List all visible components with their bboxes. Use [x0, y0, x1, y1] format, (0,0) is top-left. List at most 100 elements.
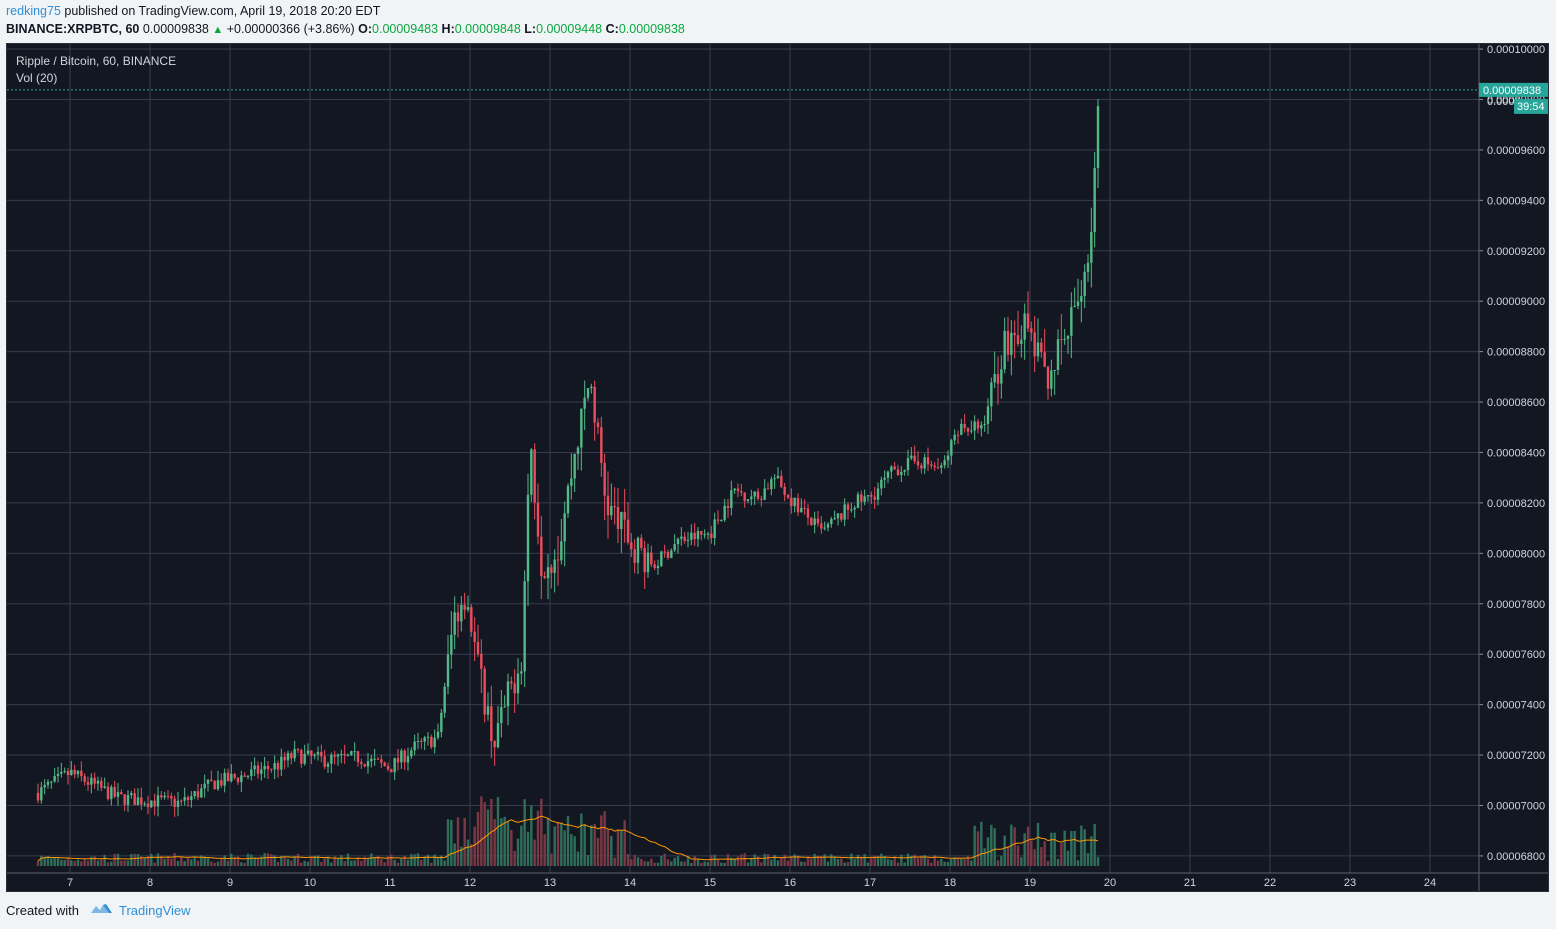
volume-bar — [943, 861, 946, 866]
volume-bar — [733, 858, 736, 866]
volume-bar — [86, 860, 90, 866]
candle-body — [890, 466, 893, 472]
volume-bar — [503, 816, 506, 866]
candle-body — [296, 749, 300, 751]
x-tick-label: 15 — [704, 877, 716, 889]
candle-body — [263, 765, 266, 770]
volume-bar — [1063, 830, 1066, 866]
tradingview-cloud-icon[interactable] — [89, 902, 113, 919]
candle-body — [623, 511, 626, 520]
candle-body — [113, 786, 116, 797]
candle-body — [190, 796, 193, 800]
volume-bar — [803, 861, 806, 866]
x-tick-label: 10 — [304, 877, 316, 889]
publish-line: redking75 published on TradingView.com, … — [6, 4, 380, 18]
volume-bar — [690, 862, 693, 866]
x-tick-label: 23 — [1344, 877, 1356, 889]
volume-bar — [460, 846, 463, 866]
volume-bar — [800, 861, 803, 866]
candle-body — [126, 795, 130, 805]
y-tick-label: 0.00009000 — [1487, 296, 1545, 308]
volume-bar — [556, 821, 560, 866]
candle-body — [536, 502, 540, 537]
candle-body — [696, 530, 700, 540]
candle-body — [220, 780, 223, 786]
volume-bar — [540, 798, 543, 866]
volume-bar — [796, 855, 800, 866]
candle-body — [913, 455, 916, 462]
candle-body — [716, 519, 720, 521]
chart-panel[interactable]: 0.000100000.000098000.000096000.00009400… — [6, 43, 1549, 892]
volume-bar — [436, 857, 440, 866]
price-chart[interactable]: 0.000100000.000098000.000096000.00009400… — [7, 44, 1548, 891]
candle-body — [433, 737, 436, 748]
volume-bar — [610, 835, 613, 866]
volume-bar — [310, 857, 313, 866]
candle-body — [1090, 232, 1093, 263]
candle-body — [133, 793, 136, 806]
volume-bar — [290, 860, 293, 866]
volume-bar — [673, 857, 676, 866]
x-tick-label: 14 — [624, 877, 636, 889]
candle-body — [896, 469, 900, 476]
candle-body — [513, 683, 516, 694]
candle-body — [463, 604, 466, 610]
candle-body — [683, 536, 686, 541]
candle-body — [453, 612, 456, 635]
volume-bar — [763, 853, 766, 866]
volume-bar — [46, 855, 50, 866]
volume-bar — [746, 862, 750, 866]
candle-body — [243, 775, 246, 777]
volume-bar — [820, 856, 823, 866]
candle-body — [196, 791, 200, 798]
volume-bar — [93, 856, 96, 866]
candle-body — [1086, 262, 1090, 272]
candle-body — [880, 479, 883, 489]
volume-bar — [596, 837, 600, 866]
volume-bar — [100, 859, 103, 866]
volume-bar — [1000, 855, 1003, 866]
candle-body — [486, 706, 490, 715]
volume-bar — [1033, 849, 1036, 866]
candle-body — [900, 471, 903, 476]
volume-bar — [586, 855, 590, 866]
candle-body — [550, 567, 553, 573]
volume-bar — [980, 821, 983, 866]
volume-bar — [750, 858, 753, 866]
candle-body — [633, 549, 636, 563]
volume-bar — [696, 859, 700, 866]
volume-bar — [646, 861, 650, 866]
candle-body — [136, 797, 140, 806]
candle-body — [923, 457, 926, 469]
volume-bar — [263, 853, 266, 866]
candle-body — [606, 495, 610, 516]
volume-bar — [426, 854, 430, 866]
candle-body — [333, 754, 336, 757]
tradingview-link[interactable]: TradingView — [118, 903, 191, 918]
candle-body — [273, 763, 276, 770]
candle-body — [183, 797, 186, 801]
x-tick-label: 16 — [784, 877, 796, 889]
candle-body — [283, 756, 286, 761]
author-link[interactable]: redking75 — [6, 4, 61, 18]
volume-bar — [553, 826, 556, 866]
volume-bar — [483, 802, 486, 866]
volume-bar — [840, 858, 843, 866]
volume-bar — [176, 861, 180, 866]
candle-body — [450, 634, 453, 655]
volume-bar — [866, 862, 870, 866]
candle-body — [1023, 313, 1026, 340]
candle-body — [446, 654, 450, 687]
y-tick-label: 0.00006800 — [1487, 851, 1545, 863]
volume-bar — [710, 854, 713, 866]
volume-bar — [996, 860, 1000, 866]
candle-body — [86, 781, 90, 785]
candle-body — [760, 498, 763, 500]
volume-bar — [523, 799, 526, 866]
candle-body — [656, 565, 660, 569]
candle-body — [400, 750, 403, 763]
candle-body — [926, 457, 930, 465]
volume-bar — [550, 853, 553, 866]
volume-bar — [123, 860, 126, 866]
volume-bar — [63, 860, 66, 866]
